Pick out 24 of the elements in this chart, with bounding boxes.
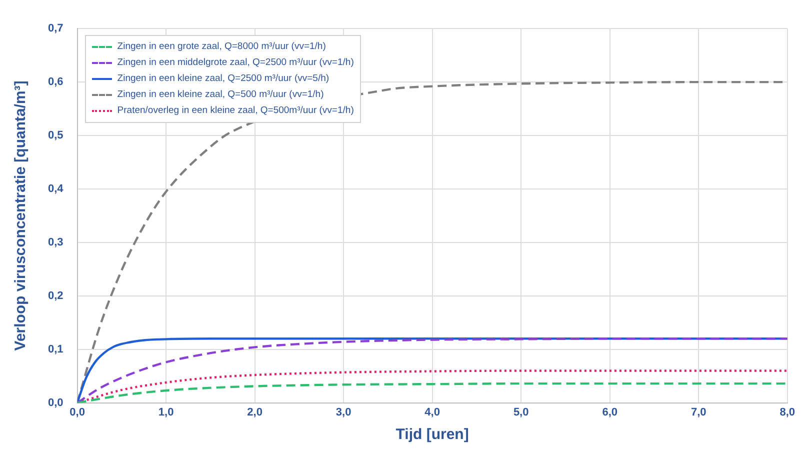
y-tick-label: 0,7 [48, 22, 64, 35]
x-tick-label: 1,0 [158, 406, 174, 418]
y-tick-label: 0,1 [48, 343, 64, 356]
legend-label: Zingen in een middelgrote zaal, Q=2500 m³/uur (vv=1/h) [117, 57, 354, 68]
legend-label: Praten/overleg in een kleine zaal, Q=500m³/uur (vv=1/h) [117, 105, 354, 116]
x-axis-title: Tijd [uren] [396, 426, 469, 444]
x-tick-label: 5,0 [513, 406, 529, 418]
x-tick-label: 6,0 [602, 406, 618, 418]
y-tick-label: 0,5 [48, 130, 64, 142]
y-tick-label: 0,2 [48, 290, 64, 302]
x-tick-label: 3,0 [336, 406, 352, 418]
y-tick-label: 0,6 [48, 76, 64, 88]
y-tick-label: 0,3 [48, 236, 64, 248]
y-tick-label: 0,0 [48, 396, 64, 409]
legend-label: Zingen in een kleine zaal, Q=2500 m³/uur (vv=5/h) [117, 73, 330, 84]
x-tick-label: 2,0 [247, 406, 262, 418]
legend-label: Zingen in een kleine zaal, Q=500 m³/uur (vv=1/h) [117, 89, 324, 100]
y-tick-label: 0,4 [48, 183, 64, 196]
x-tick-label: 7,0 [690, 406, 706, 418]
x-tick-label: 8,0 [780, 406, 796, 418]
legend-label: Zingen in een grote zaal, Q=8000 m³/uur (vv=1/h) [117, 41, 326, 52]
x-tick-label: 4,0 [424, 406, 440, 418]
y-axis-title: Verloop virusconcentratie [quanta/m³] [12, 80, 30, 351]
x-tick-label: 0,0 [70, 406, 85, 418]
